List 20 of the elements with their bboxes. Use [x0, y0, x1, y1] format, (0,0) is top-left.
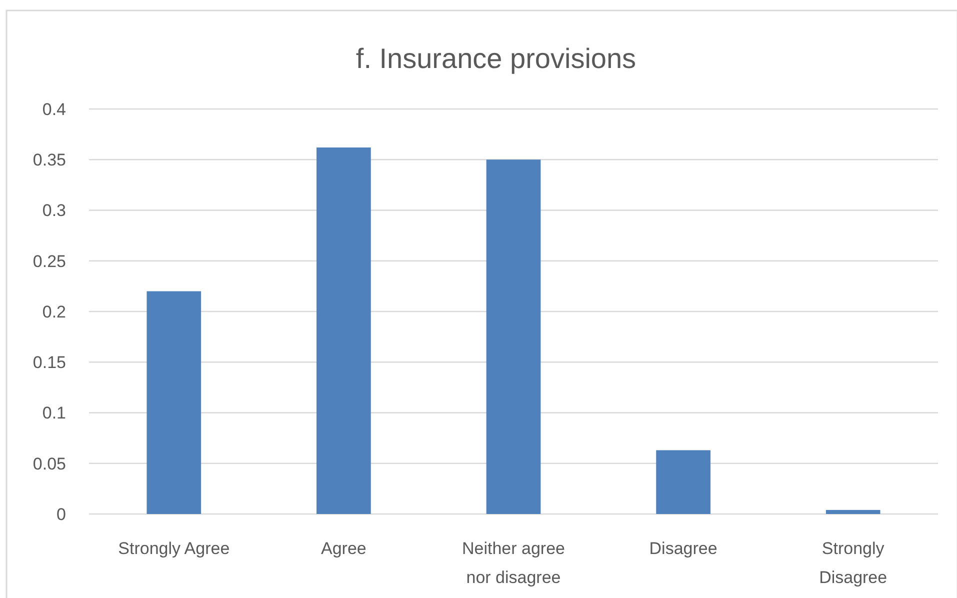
y-tick-label: 0.4: [42, 100, 66, 119]
bar: [656, 450, 710, 514]
y-tick-label: 0.25: [32, 252, 66, 271]
x-tick-label: Strongly Agree: [118, 539, 230, 558]
x-tick-label: Neither agree nor disagree: [462, 539, 566, 587]
bar: [316, 147, 371, 514]
chart-title: f. Insurance provisions: [356, 43, 636, 74]
y-tick-label: 0.35: [32, 150, 66, 170]
y-tick-label: 0.2: [42, 302, 66, 322]
y-tick-label: 0.3: [42, 201, 66, 220]
y-tick-label: 0: [56, 504, 66, 524]
bar: [826, 510, 880, 514]
x-tick-label: Disagree: [649, 539, 718, 558]
bar: [486, 160, 541, 514]
y-tick-label: 0.15: [32, 353, 66, 372]
bar: [146, 291, 202, 514]
x-tick-label: Strongly Disagree: [819, 539, 888, 587]
x-tick-label: Agree: [321, 539, 366, 558]
y-tick-label: 0.1: [42, 404, 66, 423]
y-tick-label: 0.05: [32, 454, 66, 474]
